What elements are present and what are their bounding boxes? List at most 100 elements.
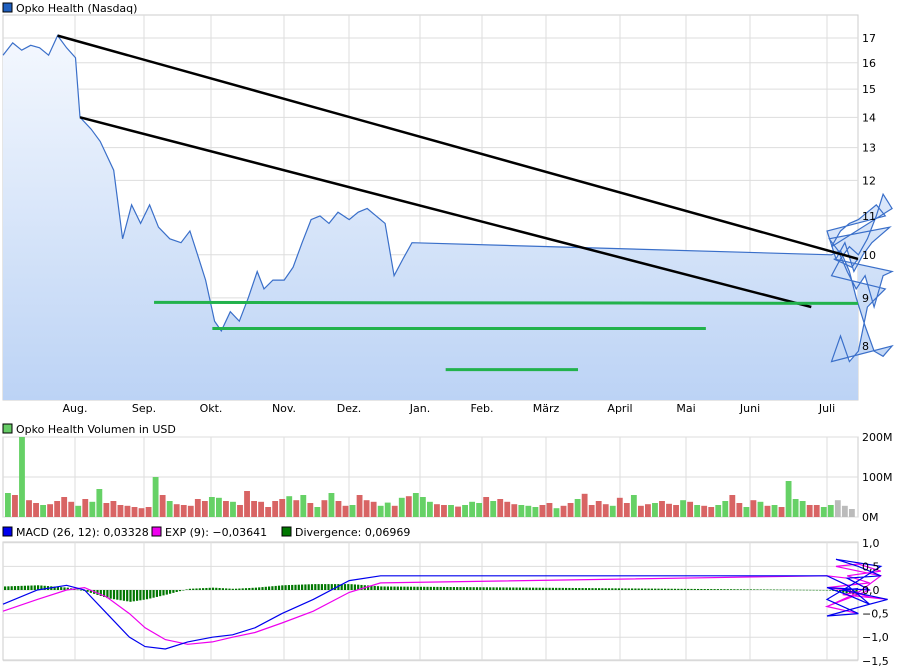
y-tick-label: 200M [862,431,893,444]
divergence-bar [350,584,353,590]
divergence-bar [753,589,756,590]
divergence-bar [650,588,653,590]
divergence-bar [614,588,617,590]
divergence-bar [307,584,310,590]
divergence-bar [198,588,201,590]
volume-bar [272,501,279,517]
divergence-bar [485,587,488,590]
divergence-bar [456,587,459,590]
divergence-bar [132,590,135,602]
divergence-bar [759,589,762,590]
divergence-bar [40,585,43,590]
divergence-bar [109,590,112,599]
volume-bar [405,496,412,517]
divergence-bar [13,586,17,590]
divergence-bar [574,588,578,590]
divergence-bar [63,587,66,590]
divergence-bar [561,587,564,590]
volume-bar [806,505,813,517]
volume-bar [792,499,799,517]
divergence-bar [482,587,485,590]
volume-bar [356,495,363,517]
divergence-bar [512,587,515,590]
divergence-bar [60,587,63,590]
divergence-bar [591,588,594,590]
volume-bar [511,504,518,517]
volume-bar [434,504,440,517]
divergence-bar [202,588,205,590]
price-area [3,35,893,400]
volume-legend-label: Opko Health Volumen in USD [16,423,176,436]
divergence-bar [449,587,452,590]
divergence-bar [472,587,475,590]
divergence-bar [145,590,149,600]
volume-bar [110,501,117,517]
divergence-bar [4,586,7,590]
volume-bar [666,503,672,517]
volume-bar [455,506,461,517]
divergence-bar [654,588,657,590]
volume-bar [370,501,377,517]
price-legend: Opko Health (Nasdaq) [2,2,137,15]
macd-line [2,558,888,650]
divergence-bar [439,586,442,590]
volume-bar [173,504,180,517]
volume-bar [5,493,11,517]
macd-legend-swatch [281,526,292,537]
divergence-bar [390,586,393,590]
volume-bar [426,501,433,517]
divergence-bar [703,589,706,590]
divergence-bar [241,588,244,590]
volume-bar [194,499,201,517]
divergence-bar [799,589,802,591]
divergence-bar [607,588,611,590]
divergence-bar [730,589,733,590]
divergence-bar [452,587,455,590]
divergence-bar [462,587,465,590]
divergence-bar [733,589,736,590]
volume-bar [673,505,679,517]
divergence-bar [175,590,178,593]
divergence-bar [505,587,508,590]
divergence-bar [469,587,472,590]
divergence-bar [518,587,521,590]
volume-bars [5,437,855,517]
divergence-bar [578,588,581,590]
divergence-bar [551,587,554,590]
divergence-bar [644,588,647,590]
divergence-bar [129,590,132,602]
volume-bar [131,507,138,517]
volume-bar [441,505,447,517]
divergence-bar [228,588,231,590]
trendline [57,34,859,261]
x-tick-label: Aug. [63,402,88,415]
divergence-bar [776,589,779,591]
divergence-bar [357,584,360,590]
divergence-bar [205,587,208,590]
volume-bar [47,504,54,517]
divergence-bar [429,586,432,590]
divergence-bar [604,588,607,590]
volume-legend: Opko Health Volumen in USD [2,423,176,436]
divergence-bar [178,590,182,592]
volume-bar [729,495,736,517]
divergence-bar [162,590,165,596]
divergence-bar [789,589,792,591]
divergence-bar [277,585,281,590]
volume-bar [251,501,257,517]
volume-bar [201,501,208,517]
divergence-bar [584,588,587,590]
y-tick-label: 16 [862,57,876,70]
divergence-bar [27,585,30,590]
price-line [2,34,894,363]
divergence-bar [815,589,818,591]
volume-bar [265,507,272,517]
volume-bar [645,504,651,517]
divergence-bar [165,590,168,595]
volume-bar [750,500,757,517]
divergence-bar [825,589,828,591]
divergence-bar [558,587,561,590]
divergence-bar [30,585,33,590]
divergence-bar [66,587,69,590]
divergence-bar [43,585,46,590]
